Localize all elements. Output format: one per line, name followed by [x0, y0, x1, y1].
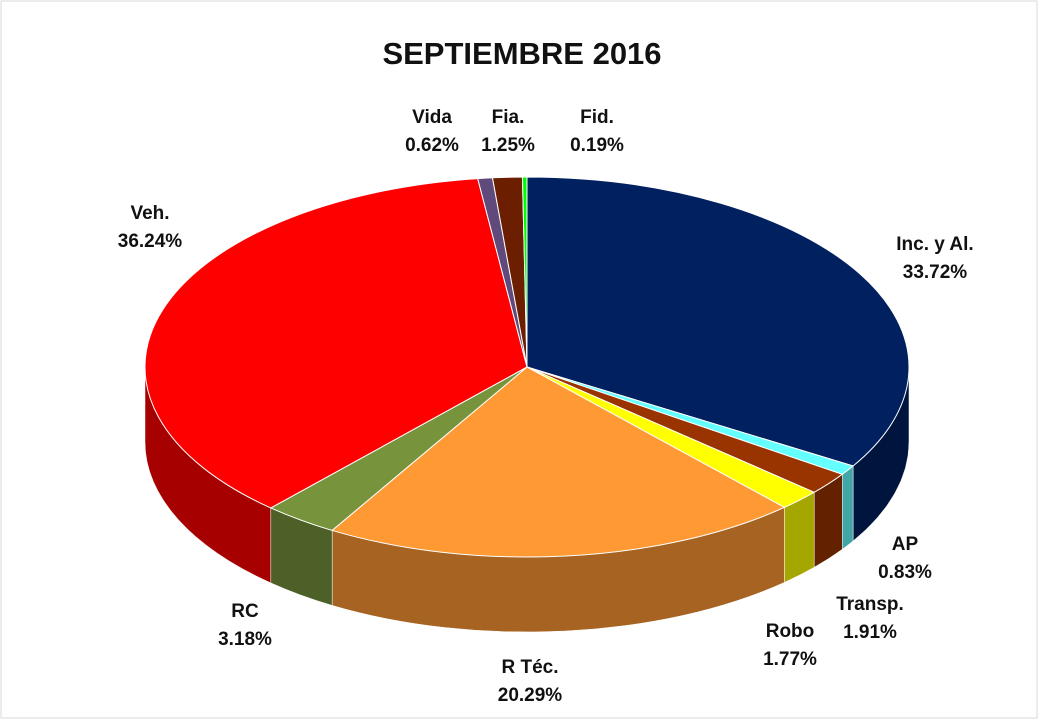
slice-value-label: 33.72%: [903, 262, 968, 283]
slice-label: Fia.: [492, 107, 525, 128]
slice-label: AP: [892, 534, 919, 555]
slice-label: Inc. y Al.: [896, 234, 973, 255]
slice-value-label: 20.29%: [498, 685, 563, 706]
chart-title: SEPTIEMBRE 2016: [382, 36, 661, 71]
slice-label: Robo: [766, 621, 815, 642]
slice-value-label: 1.25%: [481, 135, 535, 156]
slice-label: Fid.: [580, 107, 614, 128]
slice: [526, 176, 910, 467]
slice-label: RC: [231, 601, 259, 622]
slice-value-label: 1.91%: [843, 622, 897, 643]
slice-value-label: 0.62%: [405, 135, 459, 156]
slice-value-label: 1.77%: [763, 649, 817, 670]
slice: [144, 178, 528, 509]
slice-value-label: 0.83%: [878, 562, 932, 583]
slice: [521, 176, 528, 368]
slice-label: Vida: [412, 107, 452, 128]
slice-label: R Téc.: [501, 657, 558, 678]
slice-value-label: 3.18%: [218, 629, 272, 650]
slice-label: Transp.: [836, 594, 904, 615]
slice-side: [842, 465, 854, 550]
slice-value-label: 36.24%: [118, 231, 183, 252]
slice-label: Veh.: [130, 203, 169, 224]
slice: [331, 366, 786, 558]
slice-value-label: 0.19%: [570, 135, 624, 156]
